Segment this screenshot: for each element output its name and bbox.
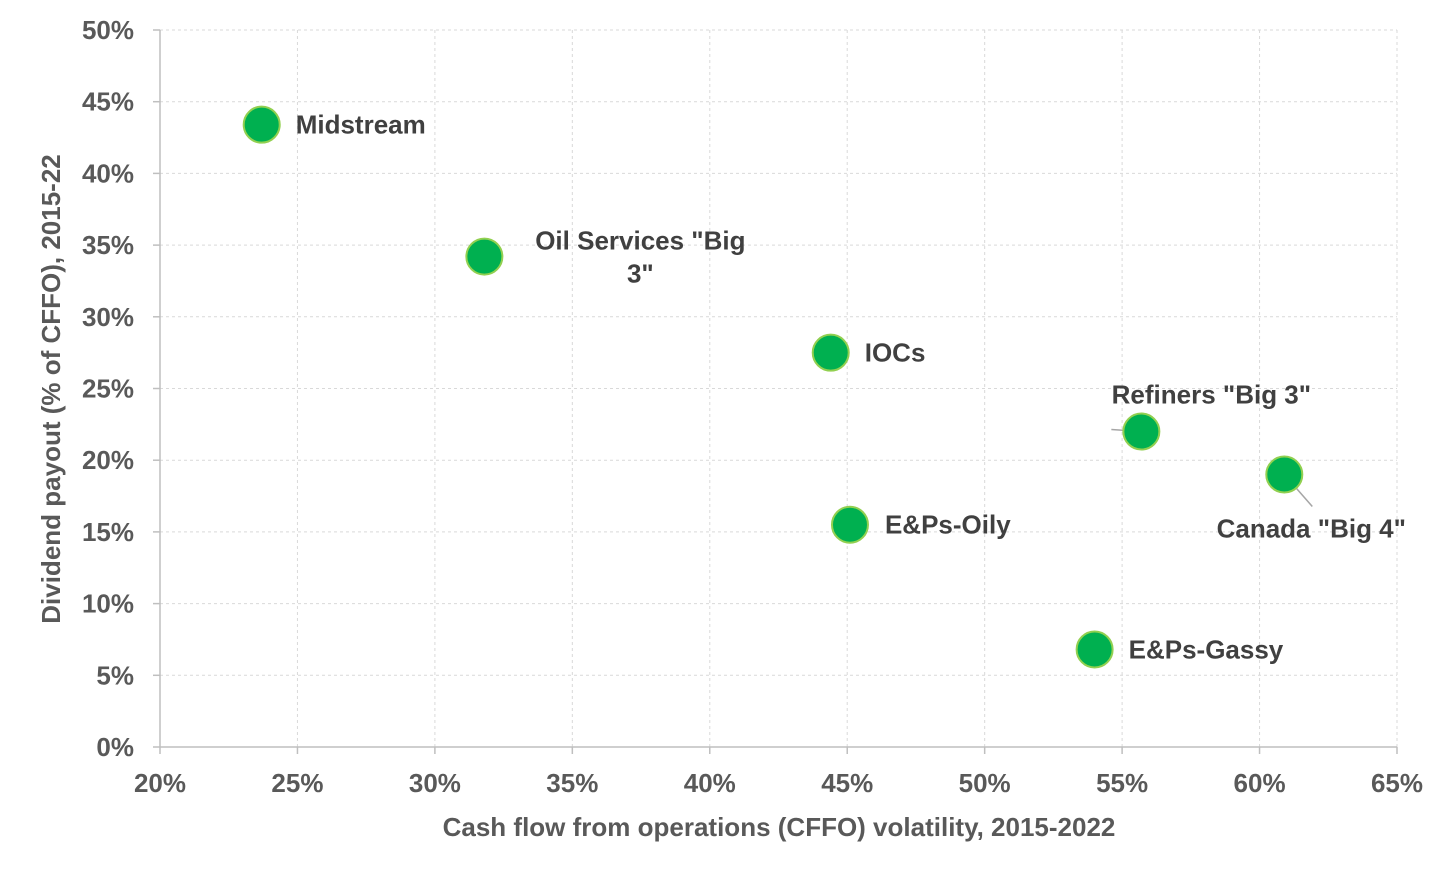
data-label-line: Refiners "Big 3" xyxy=(1112,380,1311,410)
x-tick-label: 60% xyxy=(1234,768,1286,798)
y-tick-label: 15% xyxy=(82,517,134,547)
data-label-line: 3" xyxy=(627,259,654,289)
y-tick-label: 35% xyxy=(82,230,134,260)
x-tick-label: 55% xyxy=(1096,768,1148,798)
data-point xyxy=(1075,630,1114,669)
data-label: E&Ps-Oily xyxy=(885,510,1011,540)
y-tick-labels: 0% 5% 10% 15% 20% 25% 30% 35% 40% 45% 50% xyxy=(82,15,134,762)
data-label: Canada "Big 4" xyxy=(1217,514,1406,544)
x-tick-labels: 20% 25% 30% 35% 40% 45% 50% 55% 60% 65% xyxy=(134,768,1423,798)
data-point xyxy=(1265,455,1304,494)
data-label-line: E&Ps-Oily xyxy=(885,510,1011,540)
gridlines xyxy=(160,29,1398,747)
x-tick-label: 20% xyxy=(134,768,186,798)
y-tick-label: 0% xyxy=(96,732,134,762)
data-label-line: Midstream xyxy=(296,110,426,140)
y-tick-label: 25% xyxy=(82,374,134,404)
data-point xyxy=(830,505,869,544)
x-tick-label: 30% xyxy=(409,768,461,798)
data-point xyxy=(811,333,850,372)
x-axis-title: Cash flow from operations (CFFO) volatil… xyxy=(443,812,1116,842)
y-tick-label: 10% xyxy=(82,589,134,619)
point-labels: Midstream Oil Services "Big 3" IOCs Refiners… xyxy=(296,110,1406,665)
y-tick-label: 5% xyxy=(96,660,134,690)
data-label: IOCs xyxy=(865,338,926,368)
data-label-line: Oil Services "Big xyxy=(535,226,745,256)
x-tick-label: 45% xyxy=(821,768,873,798)
x-tick-label: 35% xyxy=(546,768,598,798)
y-tick-label: 40% xyxy=(82,158,134,188)
x-tick-label: 40% xyxy=(684,768,736,798)
data-label: Oil Services "Big 3" xyxy=(535,226,745,289)
data-label-line: Canada "Big 4" xyxy=(1217,514,1406,544)
data-points xyxy=(242,105,1304,669)
data-label: Refiners "Big 3" xyxy=(1112,380,1311,410)
data-point xyxy=(465,237,504,276)
y-tick-label: 30% xyxy=(82,302,134,332)
y-tick-label: 50% xyxy=(82,15,134,45)
axes xyxy=(153,29,1398,754)
data-label-line: E&Ps-Gassy xyxy=(1129,634,1284,664)
x-tick-label: 25% xyxy=(271,768,323,798)
data-point xyxy=(1122,412,1161,451)
data-point xyxy=(242,105,281,144)
y-axis-title: Dividend payout (% of CFFO), 2015-22 xyxy=(36,154,66,624)
y-tick-label: 45% xyxy=(82,87,134,117)
x-tick-label: 65% xyxy=(1371,768,1423,798)
x-tick-label: 50% xyxy=(959,768,1011,798)
data-label: E&Ps-Gassy xyxy=(1129,634,1284,664)
data-label: Midstream xyxy=(296,110,426,140)
data-label-line: IOCs xyxy=(865,338,926,368)
y-tick-label: 20% xyxy=(82,445,134,475)
